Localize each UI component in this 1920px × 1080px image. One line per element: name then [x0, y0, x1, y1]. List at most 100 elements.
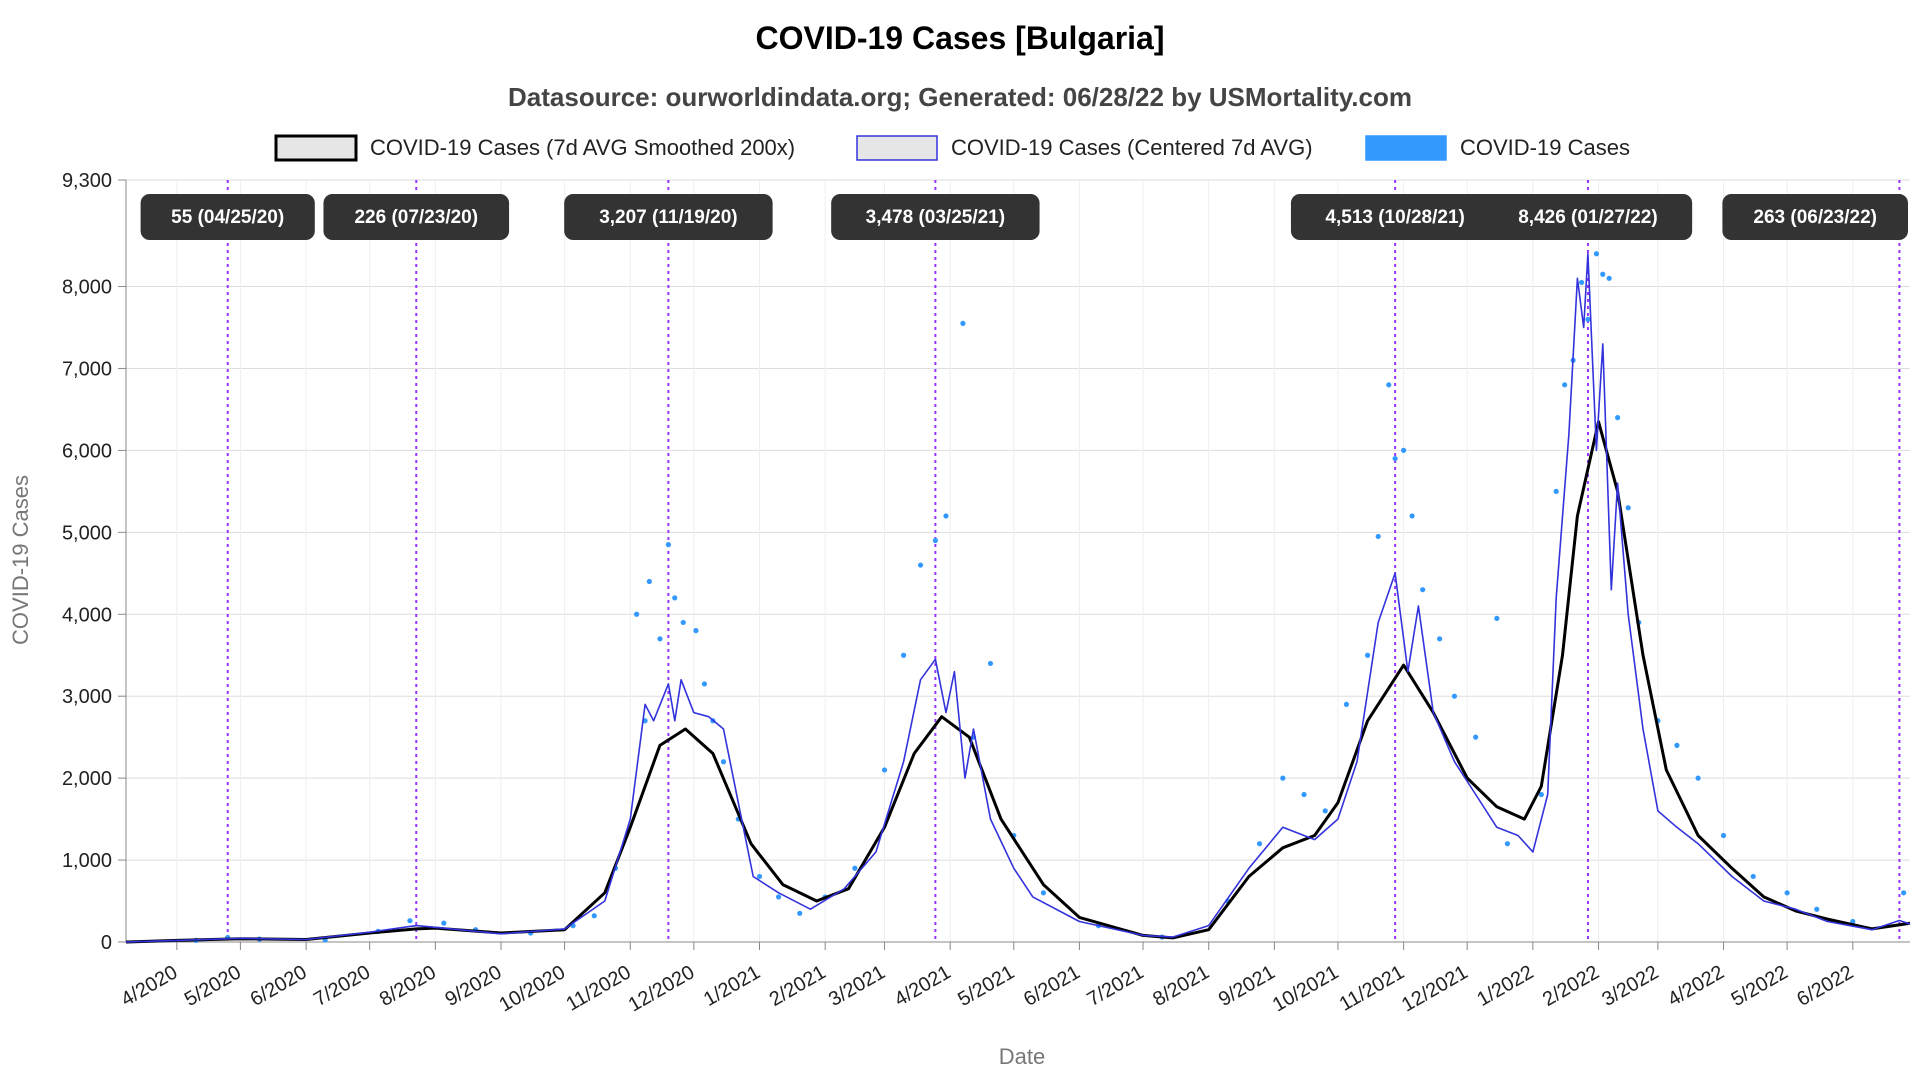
- data-point: [987, 660, 994, 667]
- data-point: [1392, 455, 1398, 462]
- data-point: [407, 918, 413, 924]
- x-tick-label: 7/2020: [310, 961, 374, 1011]
- grid: [126, 179, 1910, 943]
- annotation-box: [1483, 194, 1693, 240]
- x-tick-label: 11/2021: [1336, 961, 1408, 1015]
- x-axis-label: Date: [999, 1044, 1045, 1069]
- x-tick-label: 12/2020: [625, 961, 699, 1016]
- data-point: [1040, 890, 1047, 896]
- data-point: [900, 652, 907, 658]
- annotation-label: 4,513 (10/28/21): [1325, 207, 1464, 228]
- data-point: [1375, 533, 1381, 540]
- data-point: [1814, 906, 1820, 912]
- data-point: [680, 619, 686, 626]
- data-point: [1451, 693, 1458, 699]
- x-tick-label: 4/2020: [117, 961, 181, 1011]
- data-point: [797, 910, 803, 916]
- data-point: [1401, 447, 1407, 453]
- x-tick-label: 6/2020: [247, 961, 311, 1011]
- data-point: [591, 913, 597, 919]
- x-tick-label: 8/2020: [376, 961, 440, 1011]
- data-point: [1784, 890, 1790, 896]
- x-tick-label: 3/2022: [1598, 961, 1662, 1011]
- annotation-box: [323, 194, 510, 240]
- y-tick-label: 9,300: [62, 170, 112, 192]
- data-point: [1280, 775, 1286, 781]
- data-point: [646, 578, 652, 585]
- annotation-box: [831, 194, 1040, 240]
- data-point: [1585, 316, 1591, 322]
- data-point: [1473, 734, 1479, 740]
- x-tick-label: 7/2021: [1084, 961, 1148, 1011]
- data-point: [1593, 251, 1600, 257]
- annotation-box: [1722, 194, 1908, 240]
- annotation-label: 3,478 (03/25/21): [866, 207, 1005, 228]
- data-point: [1606, 275, 1612, 281]
- data-point: [1850, 918, 1856, 925]
- data-point: [1322, 808, 1328, 814]
- data-point: [1301, 791, 1307, 798]
- data-point: [756, 873, 763, 880]
- legend: COVID-19 Cases (7d AVG Smoothed 200x) COV…: [274, 134, 1630, 162]
- data-point: [1386, 382, 1392, 388]
- x-tick-label: 5/2022: [1728, 961, 1792, 1011]
- data-point: [672, 595, 678, 601]
- data-point: [1562, 382, 1568, 388]
- x-tick-label: 12/2021: [1398, 961, 1472, 1016]
- legend-swatch: [274, 134, 358, 162]
- y-tick-label: 0: [101, 932, 112, 954]
- legend-label: COVID-19 Cases (Centered 7d AVG): [951, 135, 1313, 160]
- legend-label: COVID-19 Cases: [1460, 135, 1630, 160]
- data-point: [441, 920, 447, 926]
- x-tick-label: 1/2022: [1473, 961, 1537, 1011]
- annotation-label: 8,426 (01/27/22): [1518, 207, 1657, 228]
- x-tick-label: 3/2021: [825, 961, 889, 1011]
- data-point: [693, 628, 699, 634]
- data-point: [1504, 841, 1511, 847]
- x-tick-label: 10/2021: [1269, 961, 1343, 1016]
- chart-subtitle: Datasource: ourworldindata.org; Generate…: [508, 82, 1412, 112]
- data-point: [881, 767, 888, 773]
- data-point: [932, 537, 938, 544]
- data-point: [657, 636, 663, 642]
- data-point: [1695, 775, 1701, 781]
- x-axis: 4/2020 5/2020 6/2020 7/2020 8/2020 9/202010/2…: [117, 942, 1857, 1016]
- data-point: [1720, 832, 1727, 839]
- x-tick-label: 4/2021: [891, 961, 955, 1011]
- x-tick-label: 6/2021: [1020, 961, 1084, 1011]
- y-tick-label: 2,000: [62, 768, 112, 790]
- x-tick-label: 9/2021: [1215, 961, 1279, 1011]
- x-tick-label: 11/2020: [562, 961, 634, 1015]
- centered-avg-line: [125, 252, 1911, 943]
- legend-label: COVID-19 Cases (7d AVG Smoothed 200x): [370, 135, 795, 160]
- x-tick-label: 4/2022: [1664, 961, 1728, 1011]
- data-point: [1409, 513, 1415, 519]
- annotation-box: [140, 194, 315, 240]
- data-point: [1600, 271, 1606, 277]
- smoothed-line: [125, 420, 1911, 944]
- annotations: 55 (04/25/20) 226 (07/23/20) 3,207 (11/19/…: [140, 194, 1908, 240]
- y-tick-label: 6,000: [62, 440, 112, 462]
- data-point: [943, 513, 949, 519]
- data-point: [1420, 587, 1426, 593]
- annotation-label: 226 (07/23/20): [354, 207, 478, 228]
- data-point: [1437, 636, 1443, 642]
- x-tick-label: 2/2022: [1539, 961, 1603, 1011]
- data-point: [701, 681, 708, 687]
- annotation-box: [564, 194, 773, 240]
- y-axis-label: COVID-19 Cases: [8, 475, 33, 645]
- data-point: [1578, 279, 1585, 286]
- y-tick-label: 5,000: [62, 522, 112, 544]
- legend-swatch: [1365, 135, 1447, 161]
- x-tick-label: 2/2021: [766, 961, 830, 1011]
- x-tick-label: 10/2020: [495, 961, 569, 1016]
- data-point: [1256, 841, 1263, 847]
- y-tick-label: 8,000: [62, 277, 112, 299]
- annotation-label: 55 (04/25/20): [171, 207, 284, 228]
- y-axis: 0 1,000 2,000 3,000 4,000 5,000 6,000 7,000 8,00…: [62, 170, 1910, 954]
- y-tick-label: 4,000: [62, 604, 112, 626]
- y-tick-label: 7,000: [62, 358, 112, 380]
- data-point: [1901, 890, 1907, 896]
- annotation-label: 3,207 (11/19/20): [599, 207, 737, 228]
